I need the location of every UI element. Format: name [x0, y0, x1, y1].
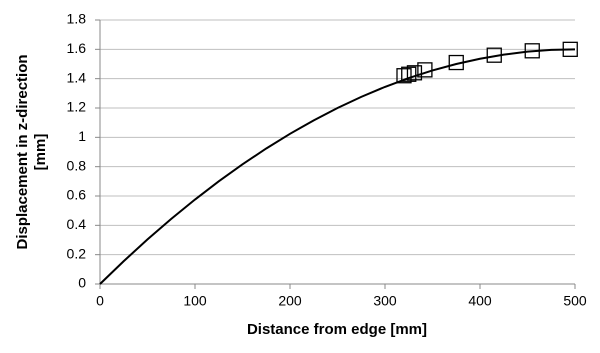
y-axis-label: Displacement in z-direction	[14, 54, 31, 249]
x-tick-label: 200	[278, 293, 302, 309]
y-tick-label: 1.4	[67, 69, 87, 85]
x-axis-label: Distance from edge [mm]	[247, 321, 427, 338]
y-tick-label: 0.4	[67, 216, 87, 232]
x-tick-label: 400	[468, 293, 492, 309]
y-tick-label: 1	[78, 128, 86, 144]
square-marker	[401, 66, 417, 82]
square-marker	[396, 68, 412, 84]
square-marker	[417, 62, 433, 78]
x-tick-label: 500	[563, 293, 587, 309]
square-marker	[486, 47, 502, 63]
y-tick-label: 1.2	[67, 99, 87, 115]
y-tick-label: 0.2	[67, 245, 87, 261]
x-tick-label: 300	[373, 293, 397, 309]
y-axis-label: [mm]	[32, 134, 49, 171]
line-series	[99, 48, 576, 285]
y-tick-label: 0.6	[67, 187, 87, 203]
y-tick-label: 0.8	[67, 157, 87, 173]
y-tick-label: 0	[78, 275, 86, 291]
square-marker	[524, 43, 540, 59]
x-tick-label: 100	[183, 293, 207, 309]
square-marker	[406, 65, 423, 81]
square-marker	[448, 54, 464, 71]
x-tick-label: 0	[96, 293, 104, 309]
square-marker	[562, 41, 578, 57]
y-tick-label: 1.6	[67, 40, 87, 56]
y-tick-label: 1.8	[67, 11, 87, 27]
